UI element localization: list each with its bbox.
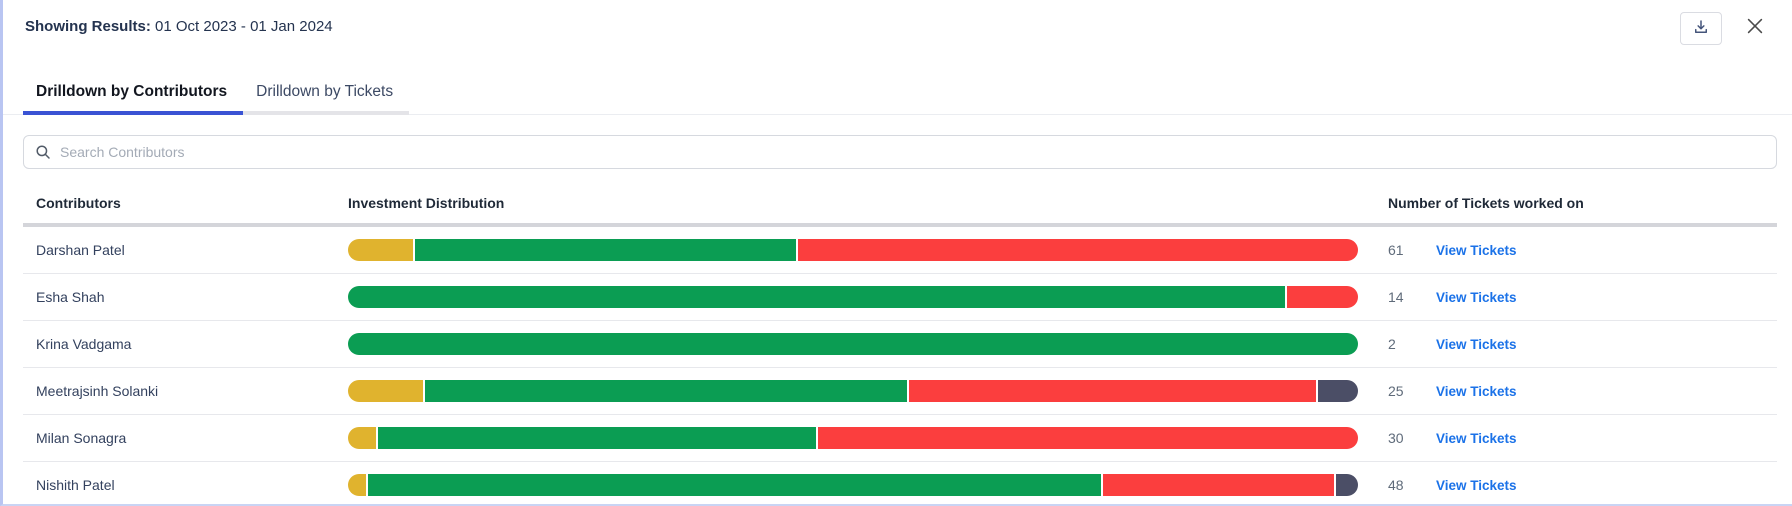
tab-label: Drilldown by Tickets xyxy=(256,83,394,100)
tab-label: Drilldown by Contributors xyxy=(36,83,228,100)
contributor-name: Krina Vadgama xyxy=(36,336,132,352)
search-input[interactable] xyxy=(23,135,1777,169)
column-header-investment-distribution: Investment Distribution xyxy=(348,195,505,211)
view-tickets-link[interactable]: View Tickets xyxy=(1436,477,1517,493)
download-button[interactable] xyxy=(1680,12,1722,45)
active-tab-underline xyxy=(23,111,244,115)
tickets-cell: 30 View Tickets xyxy=(1358,430,1777,446)
bar-segment-green xyxy=(378,427,816,449)
view-tickets-link[interactable]: View Tickets xyxy=(1436,242,1517,258)
tab-drilldown-by-contributors[interactable]: Drilldown by Contributors xyxy=(23,75,244,115)
investment-distribution-bar xyxy=(348,474,1359,496)
tickets-cell: 48 View Tickets xyxy=(1358,477,1777,493)
table-row: Darshan Patel 61 View Tickets xyxy=(23,227,1777,274)
bar-segment-green xyxy=(415,239,796,261)
tab-drilldown-by-tickets[interactable]: Drilldown by Tickets xyxy=(243,75,410,115)
view-tickets-link[interactable]: View Tickets xyxy=(1436,289,1517,305)
bar-segment-yellow xyxy=(348,239,414,261)
showing-results-text: Showing Results: 01 Oct 2023 - 01 Jan 20… xyxy=(25,12,333,35)
view-tickets-link[interactable]: View Tickets xyxy=(1436,336,1517,352)
bar-segment-red xyxy=(1287,286,1358,308)
table-body: Darshan Patel 61 View Tickets Esha Shah 14 Vi… xyxy=(23,227,1777,506)
bar-segment-slate xyxy=(1335,474,1359,496)
ticket-count: 61 xyxy=(1388,242,1404,258)
drilldown-tabs: Drilldown by Contributors Drilldown by T… xyxy=(3,75,1792,115)
bar-segment-slate xyxy=(1317,380,1358,402)
ticket-count: 30 xyxy=(1388,430,1404,446)
tickets-cell: 25 View Tickets xyxy=(1358,383,1777,399)
ticket-count: 48 xyxy=(1388,477,1404,493)
investment-distribution-bar xyxy=(348,380,1358,402)
investment-distribution-bar xyxy=(348,427,1358,449)
header-actions xyxy=(1680,12,1768,45)
bar-segment-green xyxy=(348,286,1286,308)
investment-distribution-cell xyxy=(348,474,1359,496)
ticket-count: 2 xyxy=(1388,336,1396,352)
contributor-name: Nishith Patel xyxy=(36,477,115,493)
view-tickets-link[interactable]: View Tickets xyxy=(1436,383,1517,399)
close-button[interactable] xyxy=(1742,16,1768,42)
contributor-name: Milan Sonagra xyxy=(36,430,127,446)
bar-segment-yellow xyxy=(348,474,367,496)
bar-segment-yellow xyxy=(348,380,424,402)
investment-distribution-bar xyxy=(348,333,1358,355)
contributor-name: Meetrajsinh Solanki xyxy=(36,383,159,399)
bar-segment-red xyxy=(817,427,1358,449)
investment-distribution-bar xyxy=(348,239,1358,261)
showing-results-label: Showing Results: xyxy=(25,18,151,35)
bar-segment-green xyxy=(425,380,908,402)
tickets-cell: 61 View Tickets xyxy=(1358,242,1777,258)
table-row: Nishith Patel 48 View Tickets xyxy=(23,462,1777,506)
table-header: Contributors Investment Distribution Num… xyxy=(23,195,1777,227)
tickets-cell: 14 View Tickets xyxy=(1358,289,1777,305)
bar-segment-green xyxy=(368,474,1101,496)
ticket-count: 14 xyxy=(1388,289,1404,305)
table-row: Milan Sonagra 30 View Tickets xyxy=(23,415,1777,462)
table-row: Krina Vadgama 2 View Tickets xyxy=(23,321,1777,368)
search-bar xyxy=(23,135,1777,169)
contributors-table: Contributors Investment Distribution Num… xyxy=(23,195,1777,506)
investment-distribution-bar xyxy=(348,286,1358,308)
investment-distribution-cell xyxy=(348,333,1358,355)
tickets-cell: 2 View Tickets xyxy=(1358,336,1777,352)
bar-segment-red xyxy=(797,239,1358,261)
investment-distribution-cell xyxy=(348,380,1358,402)
table-row: Meetrajsinh Solanki 25 View Tickets xyxy=(23,368,1777,415)
close-icon xyxy=(1744,15,1766,42)
download-icon xyxy=(1692,18,1710,39)
bar-segment-red xyxy=(909,380,1316,402)
view-tickets-link[interactable]: View Tickets xyxy=(1436,430,1517,446)
table-row: Esha Shah 14 View Tickets xyxy=(23,274,1777,321)
inactive-tab-underline xyxy=(243,111,410,115)
date-range-value: 01 Oct 2023 - 01 Jan 2024 xyxy=(155,18,333,35)
column-header-contributors: Contributors xyxy=(36,195,121,211)
bar-segment-yellow xyxy=(348,427,377,449)
contributor-name: Esha Shah xyxy=(36,289,105,305)
investment-distribution-cell xyxy=(348,239,1358,261)
search-icon xyxy=(34,143,52,166)
contributor-name: Darshan Patel xyxy=(36,242,125,258)
ticket-count: 25 xyxy=(1388,383,1404,399)
bar-segment-green xyxy=(348,333,1358,355)
dialog-header: Showing Results: 01 Oct 2023 - 01 Jan 20… xyxy=(3,0,1792,45)
investment-distribution-cell xyxy=(348,427,1358,449)
bar-segment-red xyxy=(1103,474,1334,496)
investment-distribution-cell xyxy=(348,286,1358,308)
column-header-tickets-worked-on: Number of Tickets worked on xyxy=(1388,195,1584,211)
